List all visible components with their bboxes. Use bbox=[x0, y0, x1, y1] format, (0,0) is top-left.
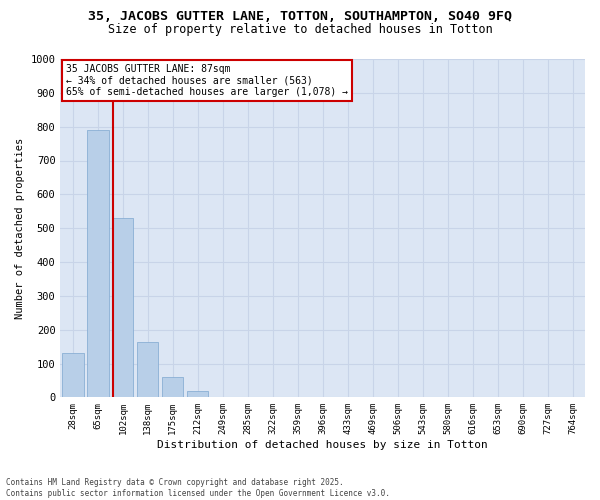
X-axis label: Distribution of detached houses by size in Totton: Distribution of detached houses by size … bbox=[157, 440, 488, 450]
Y-axis label: Number of detached properties: Number of detached properties bbox=[15, 138, 25, 319]
Bar bbox=[137, 342, 158, 398]
Bar bbox=[112, 218, 133, 398]
Bar bbox=[187, 390, 208, 398]
Text: 35 JACOBS GUTTER LANE: 87sqm
← 34% of detached houses are smaller (563)
65% of s: 35 JACOBS GUTTER LANE: 87sqm ← 34% of de… bbox=[65, 64, 347, 98]
Text: 35, JACOBS GUTTER LANE, TOTTON, SOUTHAMPTON, SO40 9FQ: 35, JACOBS GUTTER LANE, TOTTON, SOUTHAMP… bbox=[88, 10, 512, 23]
Text: Contains HM Land Registry data © Crown copyright and database right 2025.
Contai: Contains HM Land Registry data © Crown c… bbox=[6, 478, 390, 498]
Text: Size of property relative to detached houses in Totton: Size of property relative to detached ho… bbox=[107, 22, 493, 36]
Bar bbox=[87, 130, 109, 398]
Bar bbox=[162, 377, 184, 398]
Bar bbox=[62, 354, 83, 398]
